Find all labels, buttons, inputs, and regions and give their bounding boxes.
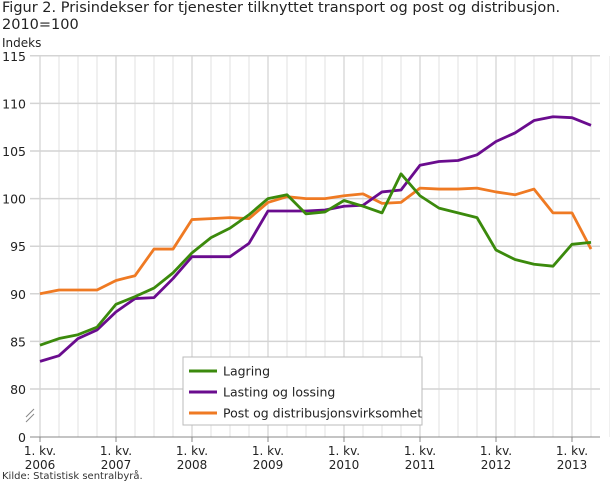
legend-label: Post og distribusjonsvirksomhet (223, 406, 422, 421)
legend-box (182, 356, 423, 426)
x-tick-label: 2010 (329, 458, 360, 472)
series-line-1 (39, 115, 592, 363)
legend-label: Lagring (223, 364, 270, 379)
x-tick-label: 2009 (253, 458, 284, 472)
x-tick-label: 1. kv. (328, 444, 360, 458)
y-tick-label: 105 (2, 144, 26, 159)
x-tick-label: 2008 (177, 458, 208, 472)
x-tick-label: 1. kv. (100, 444, 132, 458)
x-tick-label: 2013 (557, 458, 588, 472)
x-tick-label: 1. kv. (404, 444, 436, 458)
y-axis-label: Indeks (2, 36, 41, 50)
y-tick-label: 110 (2, 96, 26, 111)
x-tick-label: 1. kv. (556, 444, 588, 458)
legend-label: Lasting og lossing (223, 385, 335, 400)
y-tick-label: 90 (10, 287, 26, 302)
x-tick-label: 1. kv. (176, 444, 208, 458)
x-tick-label: 1. kv. (24, 444, 56, 458)
series-line-0 (39, 172, 592, 347)
x-tick-label: 1. kv. (480, 444, 512, 458)
y-tick-label: 115 (2, 49, 26, 64)
x-tick-label: 1. kv. (252, 444, 284, 458)
y-tick-label: 100 (2, 192, 26, 207)
y-tick-label: 0 (18, 430, 26, 445)
y-tick-label: 85 (10, 334, 26, 349)
y-tick-label: 95 (10, 239, 26, 254)
x-tick-label: 2006 (25, 458, 56, 472)
x-tick-label: 2012 (481, 458, 512, 472)
x-tick-label: 2011 (405, 458, 436, 472)
y-tick-label: 80 (10, 382, 26, 397)
x-tick-label: 2007 (101, 458, 132, 472)
source-note: Kilde: Statistisk sentralbyrå. (2, 471, 143, 482)
chart-title: Figur 2. Prisindekser for tjenester tilk… (2, 0, 561, 33)
legend: Lagring Lasting og lossing Post og distrib… (182, 356, 423, 426)
axis-break-mark (25, 408, 35, 423)
series-line-2 (39, 186, 593, 296)
